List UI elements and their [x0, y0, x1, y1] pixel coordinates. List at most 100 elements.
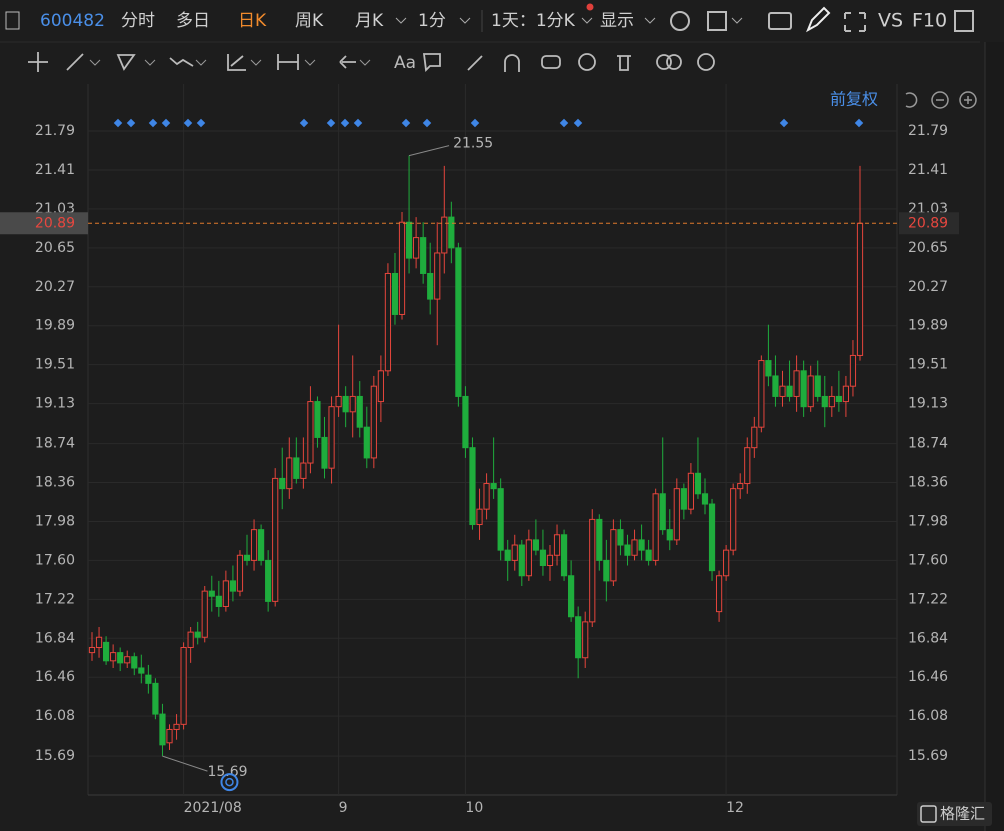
candle-down: [215, 595, 222, 608]
y-tick-label-right: 16.08: [908, 708, 948, 724]
pen-tool[interactable]: [467, 55, 483, 71]
candle-down: [293, 457, 300, 479]
candle-down: [102, 641, 110, 662]
f10-button[interactable]: F10: [912, 10, 947, 32]
dropdown-arrows: [89, 59, 371, 66]
candle-down: [363, 426, 370, 459]
price-tag-right-bg: [899, 212, 959, 235]
candle-down: [159, 713, 166, 746]
candle-down: [455, 247, 462, 397]
layout-icon[interactable]: [707, 11, 727, 31]
settings-tool[interactable]: [697, 53, 715, 71]
candle-down: [356, 395, 363, 428]
candle-up: [589, 518, 596, 623]
candle-down: [603, 559, 610, 582]
tab[interactable]: 分时: [121, 11, 155, 31]
price-tag: 20.89: [35, 215, 75, 231]
candle-up: [286, 457, 293, 490]
zoom-out[interactable]: [931, 91, 949, 109]
y-tick-label: 16.08: [35, 708, 75, 724]
candle-up: [856, 222, 864, 356]
low-marker: [220, 773, 239, 792]
candle-up: [398, 221, 406, 315]
candle-up: [511, 544, 518, 561]
candle-up: [779, 385, 786, 397]
adjust-button[interactable]: 前复权: [830, 90, 878, 109]
y-tick-label-right: 18.74: [908, 436, 948, 452]
settings-icon[interactable]: [670, 11, 690, 31]
candle-up: [222, 580, 229, 608]
tab[interactable]: 1分: [418, 11, 446, 31]
candle-up: [744, 447, 751, 485]
candle-down: [420, 237, 427, 274]
tab[interactable]: 月K: [355, 11, 384, 31]
candle-up: [236, 554, 244, 592]
candle-up: [335, 395, 342, 408]
candle-up: [723, 549, 730, 577]
y-tick-label: 18.36: [35, 475, 75, 491]
candle-up: [384, 272, 392, 372]
wave-tool[interactable]: [169, 57, 194, 67]
candle-down: [138, 667, 145, 674]
low-label: 15.69: [207, 764, 247, 780]
reset-icon[interactable]: [905, 92, 918, 108]
magnet-tool[interactable]: [504, 54, 520, 72]
draw-icon[interactable]: [806, 6, 831, 33]
candle-down: [321, 436, 328, 469]
candle-down: [462, 395, 469, 449]
candle-up: [88, 646, 96, 654]
candle-up: [807, 375, 814, 408]
camera-icon[interactable]: [768, 12, 792, 30]
line-tool[interactable]: [66, 53, 84, 71]
y-tick-label-right: 20.27: [908, 279, 948, 295]
event-marker: [340, 118, 350, 128]
measure-tool[interactable]: [277, 54, 299, 70]
zoom-in-glyph: [964, 96, 972, 104]
y-tick-label: 18.74: [35, 436, 75, 452]
tab[interactable]: 多日: [176, 11, 210, 31]
panel-toggle[interactable]: [5, 11, 20, 30]
y-tick-label-right: 20.65: [908, 240, 948, 256]
panel-toggle[interactable]: [954, 10, 974, 32]
candle-down: [208, 590, 215, 597]
candle-down: [568, 575, 575, 618]
vs-button[interactable]: VS: [878, 10, 903, 32]
candle-down: [814, 375, 821, 397]
note-tool[interactable]: [422, 53, 441, 72]
polygon-tool[interactable]: [116, 54, 136, 71]
candle-down: [152, 682, 159, 715]
display[interactable]: 显示: [600, 11, 634, 31]
y-tick-label-right: 17.98: [908, 513, 948, 529]
candle-down: [145, 674, 152, 684]
y-tick-label: 16.84: [35, 630, 75, 646]
y-tick-label-right: 21.41: [908, 162, 948, 178]
zoom-in[interactable]: [959, 91, 977, 109]
candle-down: [497, 488, 504, 551]
text-tool[interactable]: Aa: [394, 53, 416, 73]
stock-code[interactable]: 600482: [40, 11, 105, 31]
fullscreen-icon[interactable]: [844, 12, 866, 32]
candle-up: [349, 395, 356, 413]
tab-active[interactable]: 日K: [238, 11, 267, 31]
period[interactable]: 1天：1分K: [491, 11, 576, 31]
candle-down: [708, 503, 716, 572]
event-marker: [183, 118, 193, 128]
arrow-tool[interactable]: [339, 55, 356, 69]
delete-tool[interactable]: [617, 55, 631, 71]
y-tick-label: 17.98: [35, 513, 75, 529]
compare-tool[interactable]: [666, 54, 682, 70]
fib-tool[interactable]: [227, 54, 246, 71]
toolbar: [0, 0, 980, 42]
event-marker: [148, 118, 158, 128]
lock-tool[interactable]: [541, 55, 561, 69]
tab[interactable]: 周K: [295, 11, 324, 31]
candle-down: [666, 529, 673, 541]
move-tool[interactable]: [28, 52, 48, 72]
hide-tool[interactable]: [578, 53, 596, 71]
side-panel: [985, 42, 1004, 831]
candle-down: [131, 656, 138, 669]
candle-down: [448, 216, 455, 249]
candle-down: [427, 272, 434, 300]
candle-down: [518, 544, 525, 577]
candle-down: [765, 360, 772, 377]
